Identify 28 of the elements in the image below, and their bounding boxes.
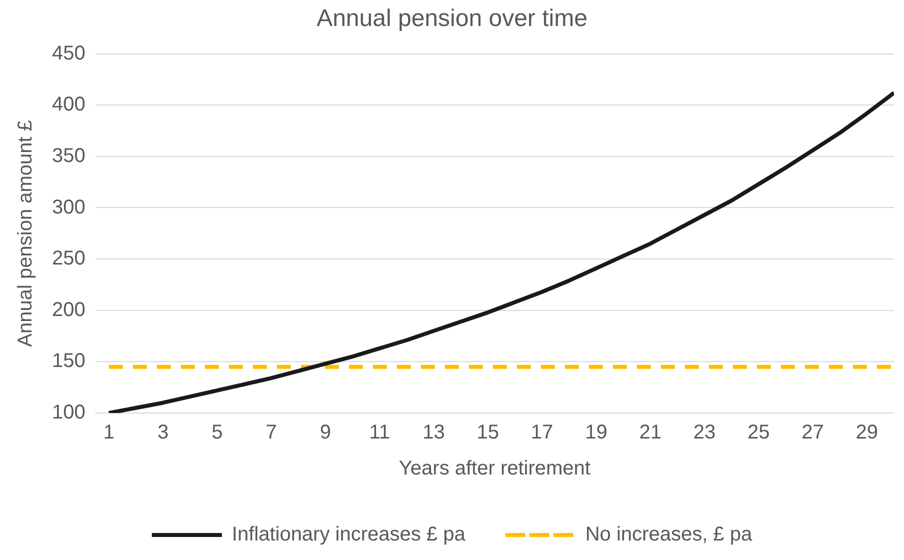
x-tick-label: 9	[320, 422, 332, 444]
y-tick-label: 300	[52, 196, 86, 218]
y-tick-label: 350	[52, 144, 86, 167]
chart-title: Annual pension over time	[316, 5, 588, 32]
x-tick-label: 23	[693, 422, 716, 444]
y-tick-label: 100	[52, 402, 86, 424]
y-tick-label: 200	[52, 298, 86, 321]
x-tick-label: 21	[639, 422, 662, 444]
x-tick-label: 3	[157, 422, 169, 444]
legend-label: Inflationary increases £ pa	[232, 524, 466, 546]
x-tick-label: 5	[212, 422, 223, 444]
y-tick-label: 450	[52, 42, 86, 64]
x-tick-label: 27	[802, 422, 824, 444]
x-tick-label: 19	[585, 422, 608, 444]
x-tick-label: 15	[476, 422, 500, 444]
x-tick-label: 1	[103, 422, 114, 444]
x-tick-label: 11	[369, 422, 390, 444]
legend-label: No increases, £ pa	[585, 524, 753, 546]
x-axis-title: Years after retirement	[398, 458, 591, 480]
y-axis-title: Annual pension amount £	[14, 120, 37, 347]
x-tick-label: 29	[856, 422, 878, 444]
x-tick-label: 13	[422, 422, 445, 444]
y-tick-label: 250	[52, 248, 86, 270]
x-tick-label: 25	[748, 422, 770, 444]
y-tick-label: 150	[52, 350, 86, 372]
y-tick-label: 400	[52, 94, 86, 116]
x-tick-label: 17	[530, 422, 554, 444]
x-tick-label: 7	[266, 422, 277, 444]
